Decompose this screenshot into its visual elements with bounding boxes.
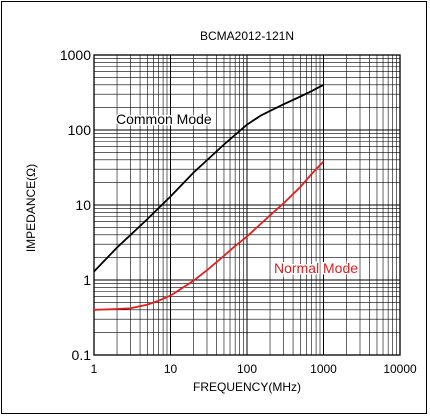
y-axis-label: IMPEDANCE(Ω): [24, 164, 38, 252]
x-tick-label: 10: [164, 362, 178, 376]
common-mode-line: [93, 84, 324, 273]
x-axis-label: FREQUENCY(MHz): [193, 380, 301, 394]
y-tick-label: 10: [75, 197, 91, 213]
normal-mode-line: [93, 160, 325, 311]
legend-normal-mode: Normal Mode: [274, 260, 358, 276]
x-tick-label: 1000: [310, 362, 337, 376]
y-tick-label: 1000: [60, 47, 91, 63]
chart-title: BCMA2012-121N: [200, 29, 294, 43]
plot-area: [93, 54, 401, 356]
legend-common-mode: Common Mode: [116, 111, 212, 127]
x-tick-label: 10000: [383, 362, 417, 376]
x-tick-label: 1: [91, 362, 98, 376]
y-tick-label: 100: [68, 122, 92, 138]
y-tick-label: 1: [83, 272, 91, 288]
y-tick-label: 0.1: [72, 347, 92, 363]
series-lines: [93, 84, 325, 311]
x-tick-label: 100: [237, 362, 257, 376]
grid-lines: [94, 55, 400, 355]
